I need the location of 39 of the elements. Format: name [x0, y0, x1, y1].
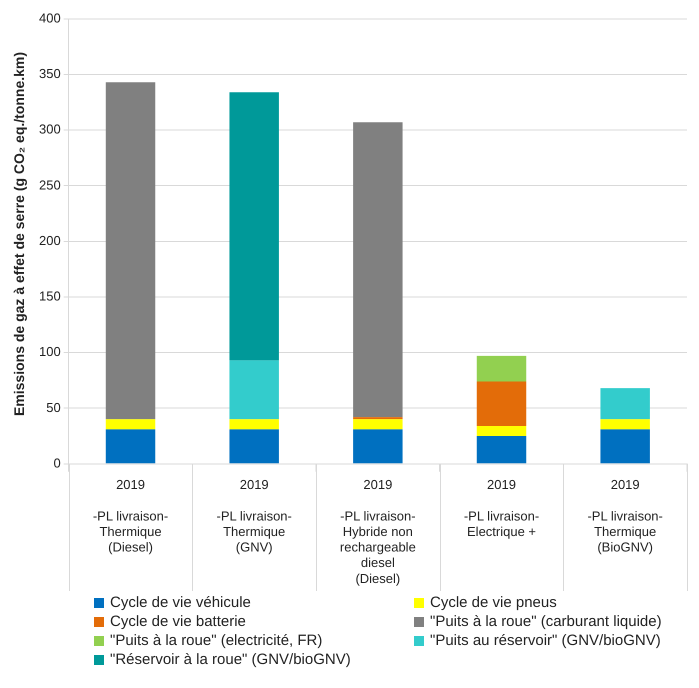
bar	[106, 82, 156, 420]
bar	[353, 122, 403, 418]
bar	[353, 419, 403, 430]
legend-label: Cycle de vie batterie	[110, 612, 246, 631]
bar	[106, 419, 156, 430]
y-tick-label: 400	[38, 10, 61, 26]
category-label: 2019 -PL livraison- Thermique (GNV)	[216, 477, 292, 555]
bar	[476, 381, 526, 426]
legend-label: "Puits au réservoir" (GNV/bioGNV)	[430, 631, 661, 650]
y-tick-label: 150	[38, 288, 61, 304]
y-tick-label: 50	[46, 400, 61, 415]
bar	[353, 429, 403, 464]
y-tick-label: 200	[38, 232, 61, 248]
bar	[229, 429, 279, 464]
y-tick-label: 300	[38, 122, 61, 137]
legend-label: "Puits à la roue" (carburant liquide)	[430, 612, 662, 631]
category-label: 2019 -PL livraison- Electrique +	[464, 477, 540, 539]
bar	[600, 429, 650, 464]
bar	[600, 419, 650, 430]
bar	[476, 356, 526, 382]
legend-label: "Puits à la roue" (electricité, FR)	[110, 631, 322, 650]
y-tick-label: 250	[38, 177, 61, 192]
bar	[600, 388, 650, 420]
category-label: 2019 -PL livraison- Thermique (BioGNV)	[587, 477, 663, 555]
bar	[229, 360, 279, 420]
y-axis-title: Emissions de gaz à effet de serre (g CO₂ eq./tonne.km)	[11, 52, 27, 416]
bar	[476, 426, 526, 436]
bar	[229, 419, 279, 430]
legend-label: Cycle de vie véhicule	[110, 593, 251, 612]
y-tick-label: 100	[38, 344, 61, 360]
y-tick-label: 350	[38, 66, 61, 82]
category-label: 2019 -PL livraison- Hybride non rechargeable diesel (Diesel)	[340, 477, 416, 586]
category-label: 2019 -PL livraison- Thermique (Diesel)	[92, 477, 168, 555]
legend-label: Cycle de vie pneus	[430, 593, 557, 612]
legend-label: "Réservoir à la roue" (GNV/bioGNV)	[110, 650, 351, 669]
bar	[106, 429, 156, 464]
y-tick-label: 0	[53, 455, 61, 470]
bar	[229, 92, 279, 360]
bar	[476, 436, 526, 464]
